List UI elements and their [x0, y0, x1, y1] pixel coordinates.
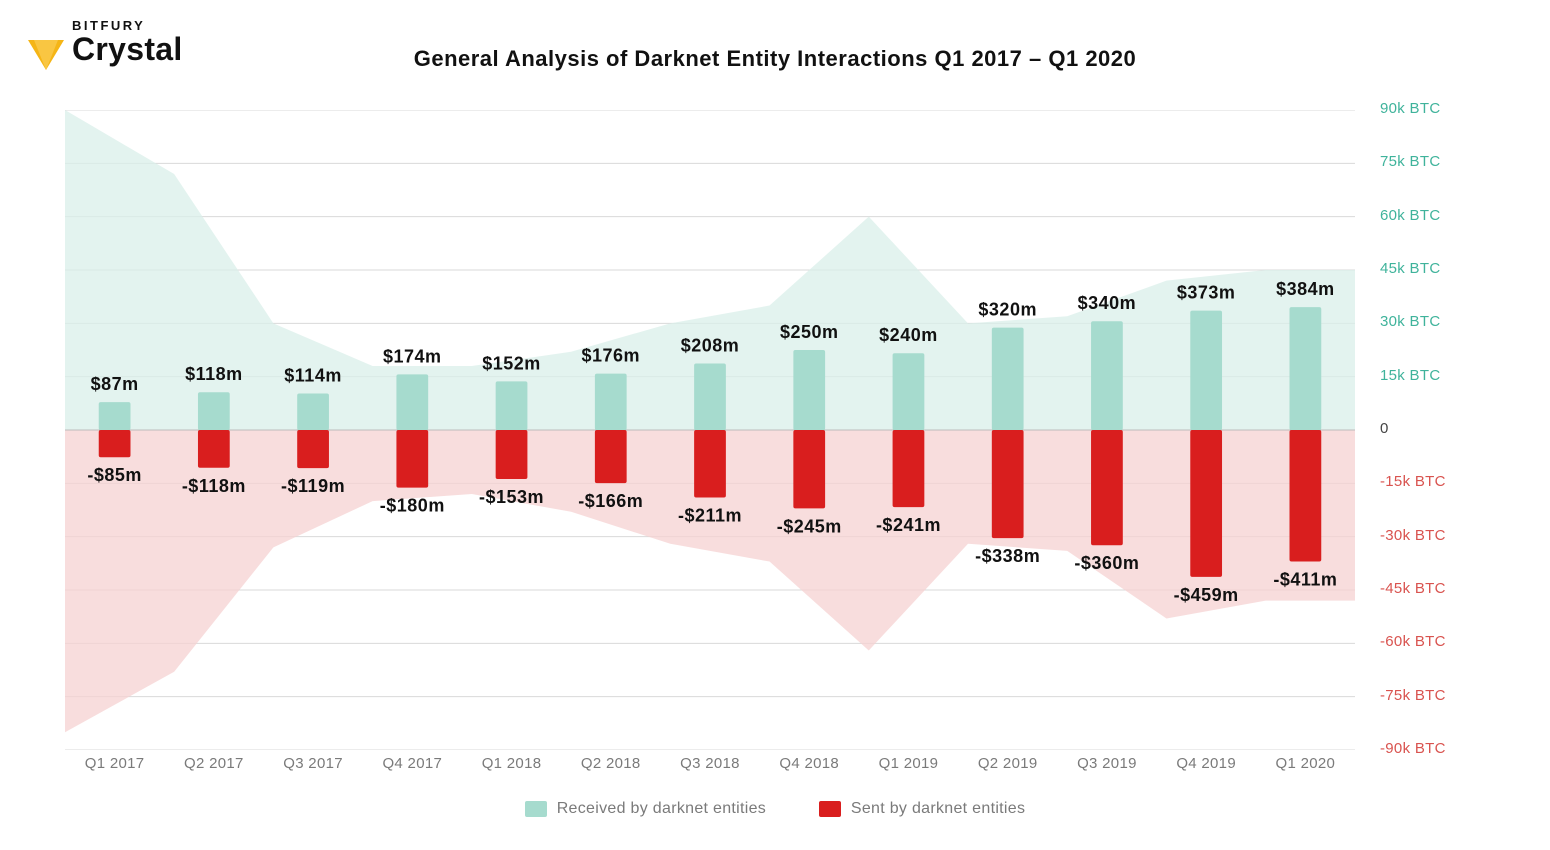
bar-received [694, 363, 726, 430]
chart-svg: $87m -$85m $118m -$118m $114m -$119m $174m -$18… [65, 110, 1355, 750]
bar-received [99, 402, 131, 430]
bar-label-sent: -$180m [380, 496, 445, 516]
bar-received [396, 374, 428, 430]
bar-label-sent: -$245m [777, 516, 842, 536]
bar-sent [1290, 430, 1322, 562]
y-axis-right: 90k BTC75k BTC60k BTC45k BTC30k BTC15k B… [1360, 110, 1540, 750]
bar-label-received: $176m [581, 346, 640, 366]
x-axis-labels: Q1 2017Q2 2017Q3 2017Q4 2017Q1 2018Q2 20… [65, 755, 1355, 785]
bar-sent [793, 430, 825, 508]
bar-label-sent: -$119m [281, 476, 345, 496]
x-tick: Q3 2018 [660, 755, 759, 772]
bar-sent [1190, 430, 1222, 577]
x-tick: Q4 2019 [1157, 755, 1256, 772]
bar-sent [992, 430, 1024, 538]
bar-label-received: $114m [284, 366, 342, 386]
y-tick: 45k BTC [1380, 260, 1440, 277]
bar-label-received: $240m [879, 325, 938, 345]
bar-label-sent: -$85m [87, 465, 142, 485]
bar-label-received: $87m [91, 374, 139, 394]
x-tick: Q1 2018 [462, 755, 561, 772]
bar-label-sent: -$118m [182, 476, 246, 496]
bar-label-received: $174m [383, 346, 442, 366]
bar-label-sent: -$241m [876, 515, 941, 535]
x-tick: Q3 2017 [263, 755, 362, 772]
bar-sent [297, 430, 329, 468]
bar-label-sent: -$360m [1074, 553, 1139, 573]
y-tick: 60k BTC [1380, 207, 1440, 224]
bar-sent [198, 430, 230, 468]
bar-label-received: $118m [185, 364, 243, 384]
x-tick: Q2 2019 [958, 755, 1057, 772]
legend-swatch-received [525, 801, 547, 817]
chart-plot-area: $87m -$85m $118m -$118m $114m -$119m $174m -$18… [65, 110, 1355, 750]
y-tick: -75k BTC [1380, 687, 1446, 704]
bar-received [1190, 311, 1222, 430]
bar-sent [396, 430, 428, 488]
y-tick: 0 [1380, 420, 1389, 437]
bar-received [198, 392, 230, 430]
bar-sent [99, 430, 131, 457]
bar-label-sent: -$211m [678, 506, 742, 526]
bar-sent [1091, 430, 1123, 545]
x-tick: Q2 2018 [561, 755, 660, 772]
legend-item-received: Received by darknet entities [525, 800, 766, 818]
y-tick: 15k BTC [1380, 367, 1440, 384]
bar-label-sent: -$338m [975, 546, 1040, 566]
y-tick: -45k BTC [1380, 580, 1446, 597]
x-tick: Q1 2017 [65, 755, 164, 772]
bar-received [595, 374, 627, 430]
y-tick: -90k BTC [1380, 740, 1446, 757]
y-tick: 90k BTC [1380, 100, 1440, 117]
legend: Received by darknet entities Sent by dar… [0, 800, 1550, 822]
bar-label-received: $208m [681, 335, 740, 355]
bar-label-received: $340m [1078, 293, 1137, 313]
bar-label-sent: -$411m [1273, 570, 1337, 590]
bar-label-received: $152m [482, 353, 541, 373]
bar-label-received: $373m [1177, 283, 1236, 303]
bar-received [1091, 321, 1123, 430]
legend-label-sent: Sent by darknet entities [851, 800, 1025, 818]
bar-received [297, 394, 329, 430]
bar-sent [694, 430, 726, 498]
header: BITFURY Crystal General Analysis of Dark… [28, 18, 1522, 88]
bar-label-sent: -$459m [1174, 585, 1239, 605]
bar-received [496, 381, 528, 430]
bar-label-received: $384m [1276, 279, 1335, 299]
y-tick: -30k BTC [1380, 527, 1446, 544]
x-tick: Q4 2017 [363, 755, 462, 772]
chart-title: General Analysis of Darknet Entity Inter… [28, 46, 1522, 72]
bar-label-received: $250m [780, 322, 839, 342]
y-tick: -15k BTC [1380, 473, 1446, 490]
bar-received [893, 353, 925, 430]
bar-received [992, 328, 1024, 430]
legend-swatch-sent [819, 801, 841, 817]
bar-sent [496, 430, 528, 479]
y-tick: 30k BTC [1380, 313, 1440, 330]
legend-item-sent: Sent by darknet entities [819, 800, 1025, 818]
bar-label-sent: -$153m [479, 487, 544, 507]
bar-label-received: $320m [978, 300, 1037, 320]
bar-label-sent: -$166m [578, 491, 643, 511]
bar-sent [893, 430, 925, 507]
x-tick: Q2 2017 [164, 755, 263, 772]
bar-sent [595, 430, 627, 483]
y-tick: 75k BTC [1380, 153, 1440, 170]
bar-received [1290, 307, 1322, 430]
bar-received [793, 350, 825, 430]
y-tick: -60k BTC [1380, 633, 1446, 650]
x-tick: Q4 2018 [760, 755, 859, 772]
legend-label-received: Received by darknet entities [557, 800, 766, 818]
x-tick: Q1 2020 [1256, 755, 1355, 772]
x-tick: Q3 2019 [1057, 755, 1156, 772]
x-tick: Q1 2019 [859, 755, 958, 772]
